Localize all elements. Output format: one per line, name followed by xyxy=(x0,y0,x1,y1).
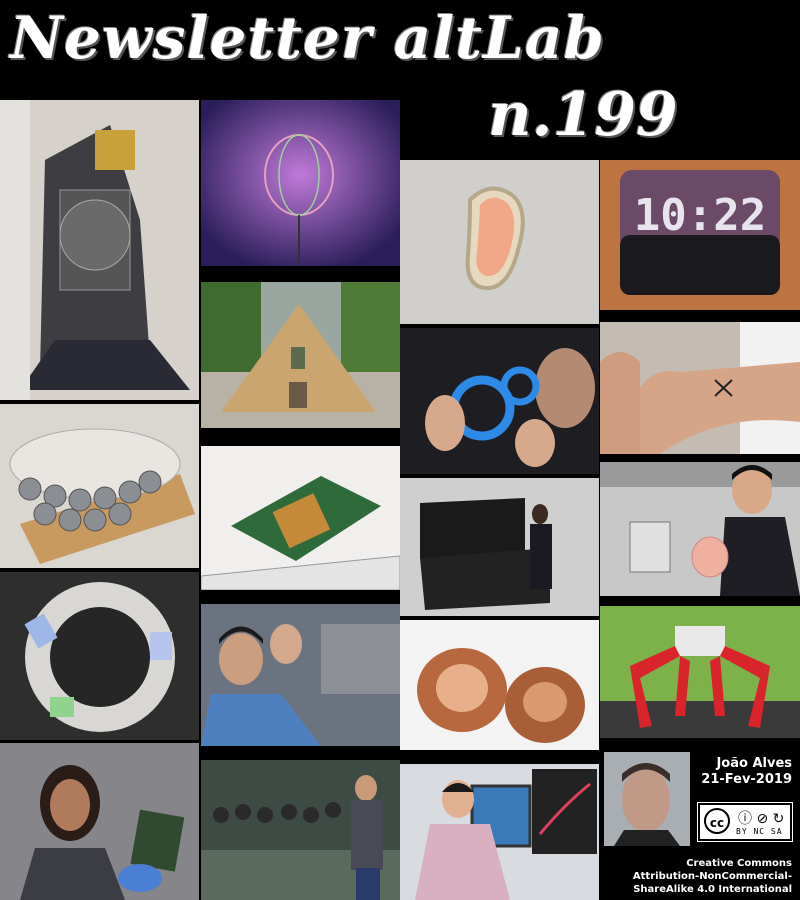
bean-light-photo xyxy=(400,160,599,324)
ring-sensor-photo xyxy=(0,572,199,740)
arm-tattoo-photo xyxy=(600,322,800,454)
lab-workers-photo xyxy=(201,604,400,746)
cc-badge[interactable]: cc ⓘ ⊘ ↻ BY NC SA xyxy=(697,802,793,842)
newsletter-title: Newsletter altLab xyxy=(10,4,605,72)
cc-logo-icon: cc xyxy=(704,808,730,834)
researcher-lab-photo xyxy=(600,462,800,596)
blue-goggles-photo xyxy=(400,328,599,474)
publication-date: 21-Fev-2019 xyxy=(701,772,792,787)
led-lamp-photo xyxy=(201,100,400,266)
license-line-3: ShareAlike 4.0 International xyxy=(633,884,792,895)
copper-parts-photo xyxy=(400,620,599,750)
ultrasonic-array-photo xyxy=(0,404,199,568)
issue-number: n.199 xyxy=(488,80,678,150)
license-text: Creative Commons Attribution-NonCommerci… xyxy=(633,857,792,896)
screen-pointing-photo xyxy=(400,764,599,900)
svg-text:10:22: 10:22 xyxy=(634,190,766,241)
license-line-1: Creative Commons xyxy=(686,858,792,869)
author-info: João Alves 21-Fev-2019 xyxy=(700,756,792,788)
author-portrait-photo xyxy=(604,752,690,846)
robot-spider-photo xyxy=(600,606,800,738)
license-line-2: Attribution-NonCommercial- xyxy=(632,871,792,882)
cc-badge-label: BY NC SA xyxy=(736,827,783,836)
license-icons: ⓘ ⊘ ↻ xyxy=(738,811,785,827)
group-lab-photo xyxy=(201,760,400,900)
satellite-photo xyxy=(0,100,199,400)
digital-clock-photo: 10:22 xyxy=(600,160,800,310)
circuit-chip-photo xyxy=(201,446,400,590)
server-box-photo xyxy=(400,478,599,616)
pyramid-photo xyxy=(201,282,400,428)
author-name: João Alves xyxy=(716,756,792,771)
woman-board-photo xyxy=(0,743,199,900)
